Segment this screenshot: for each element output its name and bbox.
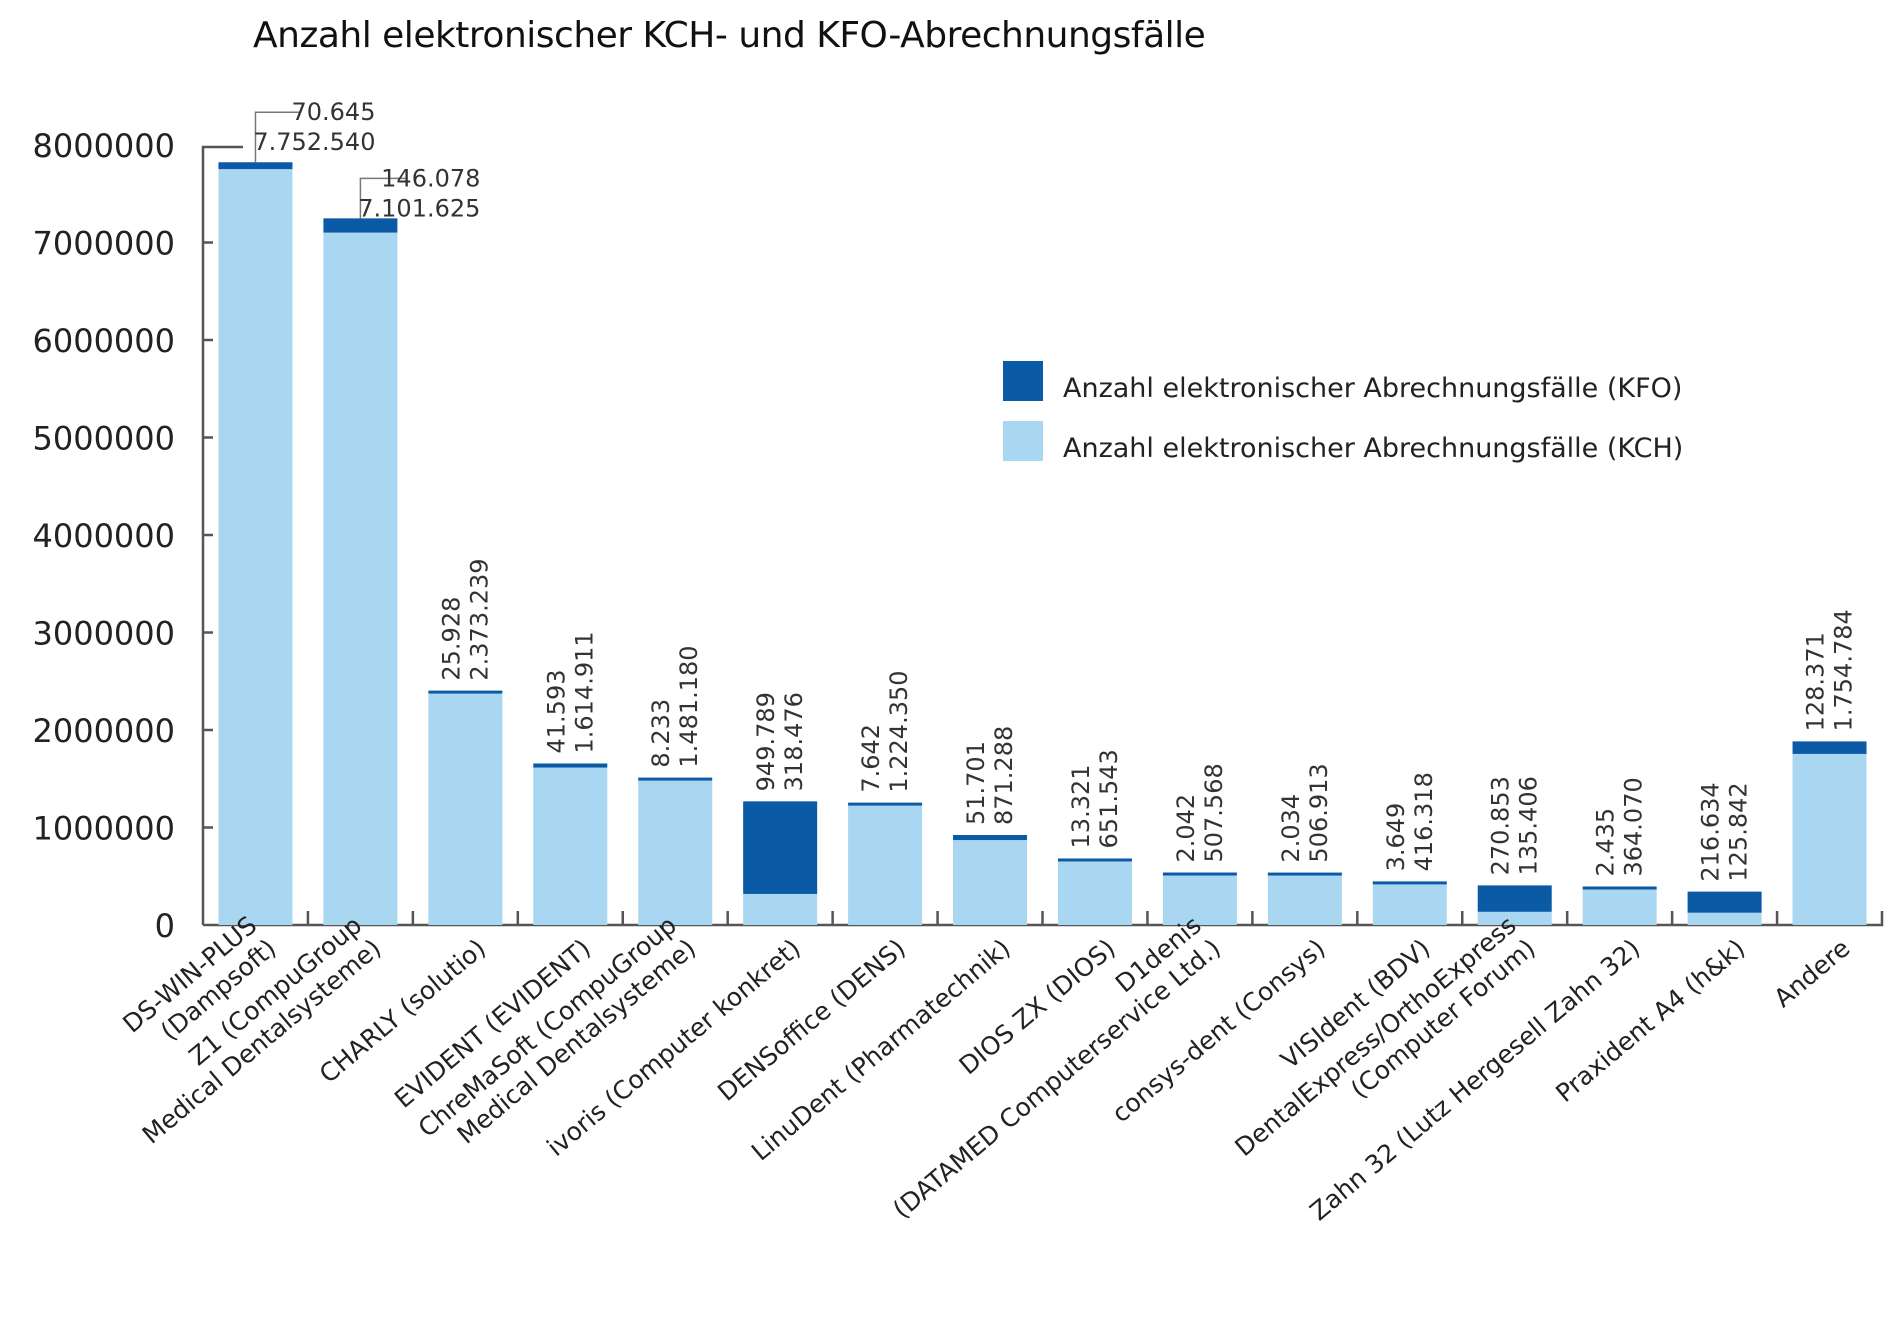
y-tick-label: 0 bbox=[155, 907, 175, 945]
category-label: DENSoffice (DENS) bbox=[712, 933, 911, 1106]
category-label-line: DENSoffice (DENS) bbox=[712, 933, 911, 1106]
legend-label-kfo: Anzahl elektronischer Abrechnungsfälle (… bbox=[1063, 373, 1682, 404]
label-leader-line bbox=[359, 177, 406, 219]
bar-kch bbox=[743, 893, 818, 925]
bar-kch bbox=[638, 780, 713, 925]
y-tick-label: 8000000 bbox=[32, 127, 175, 165]
bar-kch bbox=[953, 840, 1028, 925]
bar-kch bbox=[1162, 875, 1237, 925]
value-label-kfo: 216.634 bbox=[1697, 782, 1725, 881]
value-label-kch: 318.476 bbox=[780, 692, 808, 791]
bar-kfo bbox=[953, 835, 1028, 841]
bar-kfo bbox=[218, 162, 293, 170]
bar-kch bbox=[218, 169, 293, 926]
value-label-kfo: 25.928 bbox=[437, 597, 465, 681]
y-tick-label: 4000000 bbox=[32, 517, 175, 555]
y-axis-line bbox=[201, 145, 243, 925]
value-label-kch: 7.752.540 bbox=[253, 128, 375, 156]
value-label-kch: 506.913 bbox=[1305, 763, 1333, 862]
bar-kfo bbox=[1477, 885, 1552, 912]
value-label-kfo: 2.042 bbox=[1172, 794, 1200, 863]
bar-kfo bbox=[533, 763, 608, 768]
category-labels: DS-WIN-PLUS(Dampsoft)Z1 (CompuGroupMedic… bbox=[117, 910, 1855, 1226]
y-tick-label: 3000000 bbox=[32, 615, 175, 653]
value-label-kch: 507.568 bbox=[1200, 763, 1228, 862]
chart-title: Anzahl elektronischer KCH- und KFO-Abrec… bbox=[253, 15, 1205, 56]
bars bbox=[218, 162, 1867, 926]
value-label-kch: 1.754.784 bbox=[1830, 609, 1858, 731]
value-label-kfo: 128.371 bbox=[1802, 632, 1830, 731]
bar-kch bbox=[1372, 884, 1447, 925]
bar-kfo bbox=[323, 218, 398, 233]
bar-kch bbox=[1792, 753, 1867, 925]
value-label-kfo: 13.321 bbox=[1067, 764, 1095, 848]
value-label-kfo: 2.435 bbox=[1592, 808, 1620, 877]
bar-kfo bbox=[1687, 891, 1762, 913]
value-label-kfo: 51.701 bbox=[962, 741, 990, 825]
bar-kch bbox=[1267, 875, 1342, 925]
legend: Anzahl elektronischer Abrechnungsfälle (… bbox=[1003, 361, 1683, 464]
bar-kch bbox=[323, 232, 398, 926]
legend-swatch-kch bbox=[1003, 421, 1043, 461]
value-label-kch: 416.318 bbox=[1410, 772, 1438, 871]
value-label-kch: 651.543 bbox=[1095, 749, 1123, 848]
value-label-kch: 871.288 bbox=[990, 726, 1018, 825]
y-tick-label: 2000000 bbox=[32, 712, 175, 750]
value-label-kfo: 3.649 bbox=[1382, 803, 1410, 872]
bar-kfo bbox=[1057, 858, 1132, 862]
bar-kch bbox=[1477, 911, 1552, 925]
bar-kch bbox=[1057, 861, 1132, 925]
value-label-kch: 2.373.239 bbox=[465, 558, 493, 680]
legend-label-kch: Anzahl elektronischer Abrechnungsfälle (… bbox=[1063, 433, 1683, 464]
legend-swatch-kfo bbox=[1003, 361, 1043, 401]
value-label-kfo: 146.078 bbox=[381, 164, 480, 192]
category-label-line: ChreMaSoft (CompuGroup bbox=[413, 910, 682, 1143]
y-tick-label: 6000000 bbox=[32, 322, 175, 360]
label-leader-line bbox=[254, 111, 301, 163]
value-label-kch: 364.070 bbox=[1620, 777, 1648, 876]
bar-kch bbox=[1582, 889, 1657, 925]
y-tick-label: 7000000 bbox=[32, 225, 175, 263]
bar-kfo bbox=[1582, 886, 1657, 890]
bar-kch bbox=[533, 767, 608, 925]
value-label-kfo: 70.645 bbox=[291, 98, 375, 126]
value-label-kch: 125.842 bbox=[1725, 782, 1753, 881]
bar-kch bbox=[428, 693, 503, 925]
y-tick-label: 5000000 bbox=[32, 420, 175, 458]
category-label: Praxident A4 (h&k) bbox=[1550, 933, 1750, 1108]
y-tick-label: 1000000 bbox=[32, 810, 175, 848]
y-axis: 0 1000000 2000000 3000000 4000000 5000000 6000… bbox=[32, 127, 243, 945]
bar-kch bbox=[1687, 912, 1762, 925]
category-label: Andere bbox=[1768, 933, 1855, 1013]
bar-kfo bbox=[1162, 872, 1237, 876]
value-label-kfo: 270.853 bbox=[1487, 776, 1515, 875]
value-label-kch: 1.224.350 bbox=[885, 670, 913, 792]
value-label-kfo: 2.034 bbox=[1277, 794, 1305, 863]
value-label-kch: 7.101.625 bbox=[358, 194, 480, 222]
category-label-line: DentalExpress/OrthoExpress bbox=[1229, 910, 1521, 1162]
value-label-kfo: 8.233 bbox=[647, 699, 675, 768]
bar-kfo bbox=[743, 801, 818, 894]
value-label-kfo: 41.593 bbox=[542, 670, 570, 754]
bar-kch bbox=[848, 805, 923, 925]
category-label-line: Andere bbox=[1768, 933, 1855, 1013]
bar-kfo bbox=[1792, 741, 1867, 754]
value-label-kch: 1.481.180 bbox=[675, 645, 703, 767]
bar-kfo bbox=[1372, 881, 1447, 885]
bar-kfo bbox=[428, 690, 503, 694]
value-label-kch: 135.406 bbox=[1515, 776, 1543, 875]
value-label-kfo: 949.789 bbox=[752, 692, 780, 791]
bar-kfo bbox=[638, 777, 713, 781]
category-label-line: Praxident A4 (h&k) bbox=[1550, 933, 1750, 1108]
bar-kfo bbox=[848, 802, 923, 806]
bar-kfo bbox=[1267, 872, 1342, 876]
value-label-kfo: 7.642 bbox=[857, 724, 885, 793]
value-label-kch: 1.614.911 bbox=[570, 631, 598, 753]
